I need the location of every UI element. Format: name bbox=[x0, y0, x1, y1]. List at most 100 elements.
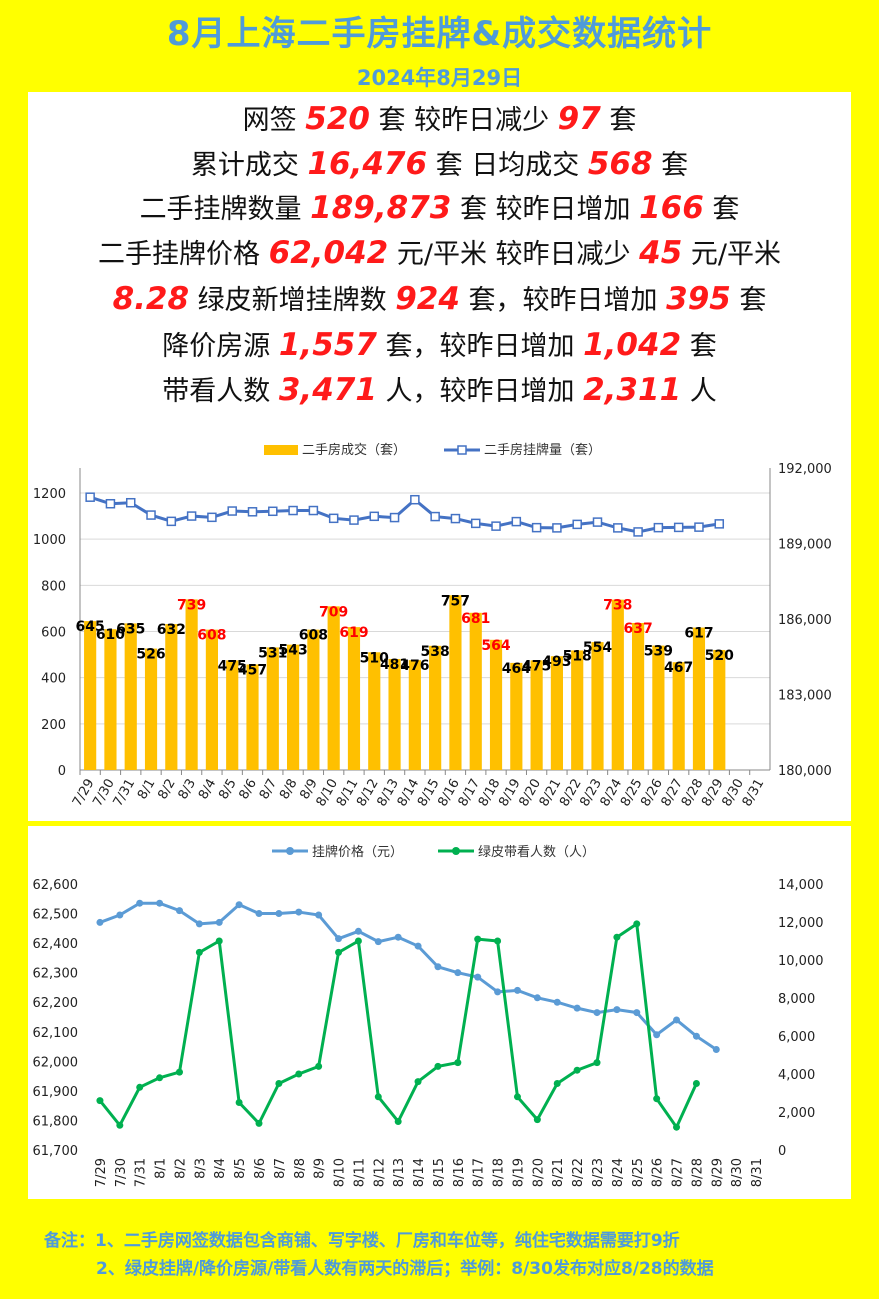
bar bbox=[530, 660, 543, 770]
bar bbox=[104, 629, 117, 770]
stat-text: 套 较昨日减少 bbox=[369, 105, 558, 136]
listing-volume-point bbox=[552, 523, 562, 533]
bar bbox=[571, 650, 584, 770]
listing-volume-point bbox=[247, 507, 258, 517]
bar bbox=[632, 622, 645, 770]
stat-value: 568 bbox=[587, 146, 653, 182]
bar bbox=[84, 621, 97, 770]
y-left-tick-label: 62,100 bbox=[33, 1026, 79, 1041]
bar bbox=[713, 649, 726, 770]
stat-line-5: 8.28 绿皮新增挂牌数 924 套，较昨日增加 395 套 bbox=[28, 278, 851, 317]
visitor-point bbox=[593, 1059, 601, 1067]
y-left-tick-label: 62,300 bbox=[33, 967, 79, 982]
listing-volume-point bbox=[714, 519, 725, 529]
visitor-point bbox=[692, 1080, 700, 1087]
x-tick-label: 8/8 bbox=[293, 1158, 308, 1179]
x-tick-label: 8/17 bbox=[472, 1158, 487, 1187]
price-point bbox=[195, 920, 203, 928]
listing-volume-point bbox=[673, 522, 684, 533]
price-point bbox=[414, 942, 422, 950]
stat-text: 套 bbox=[681, 331, 717, 362]
bar-value-label: 531 bbox=[258, 645, 287, 661]
stat-line-6: 降价房源 1,557 套，较昨日增加 1,042 套 bbox=[28, 324, 851, 363]
legend-bar-swatch bbox=[264, 445, 298, 455]
stat-text: 套 日均成交 bbox=[427, 150, 588, 181]
x-tick-label: 8/31 bbox=[750, 1158, 765, 1187]
listing-volume-point bbox=[613, 523, 623, 533]
stat-text: 套，较昨日增加 bbox=[376, 331, 584, 362]
price-point bbox=[593, 1009, 601, 1017]
stat-value: 520 bbox=[305, 101, 370, 137]
stat-text: 套 较昨日增加 bbox=[451, 194, 640, 225]
bar bbox=[652, 645, 665, 770]
stat-text: 网签 bbox=[242, 105, 306, 136]
listing-volume-point bbox=[694, 522, 704, 532]
price-point bbox=[235, 901, 243, 909]
price-point bbox=[255, 910, 263, 918]
y-right-tick-label: 192,000 bbox=[778, 462, 832, 477]
bar-value-label: 635 bbox=[116, 621, 145, 637]
stat-value: 8.28 bbox=[112, 281, 190, 317]
y-right-tick-label: 0 bbox=[778, 1144, 786, 1159]
y-right-tick-label: 10,000 bbox=[778, 954, 824, 969]
x-tick-label: 7/29 bbox=[94, 1158, 109, 1187]
price-visitor-chart: 61,700 61,800 61,900 62,000 62,100 62,200 62,3… bbox=[33, 844, 824, 1187]
visitor-point bbox=[335, 948, 343, 956]
listing-volume-line bbox=[89, 495, 720, 534]
stat-value: 45 bbox=[639, 235, 683, 271]
visitor-point bbox=[673, 1123, 681, 1131]
x-tick-label: 8/16 bbox=[452, 1158, 467, 1187]
visitor-point bbox=[414, 1078, 422, 1086]
bar-value-label: 520 bbox=[705, 648, 734, 664]
stat-value: 97 bbox=[557, 101, 601, 137]
stat-line-2: 累计成交 16,476 套 日均成交 568 套 bbox=[28, 143, 851, 182]
visitor-point bbox=[394, 1118, 402, 1125]
price-point bbox=[295, 908, 303, 916]
x-tick-label: 8/25 bbox=[631, 1158, 646, 1187]
x-tick-label: 8/31 bbox=[740, 777, 768, 810]
x-tick-label: 8/18 bbox=[492, 1158, 507, 1187]
bar-value-label: 632 bbox=[157, 622, 186, 638]
stat-value: 2,311 bbox=[583, 372, 682, 408]
stat-value: 1,042 bbox=[583, 327, 682, 363]
bar-value-label: 681 bbox=[461, 611, 490, 627]
bar bbox=[327, 606, 340, 770]
bar-value-label: 645 bbox=[76, 619, 105, 635]
stat-text: 累计成交 bbox=[190, 150, 308, 181]
stat-text: 人，较昨日增加 bbox=[376, 376, 584, 407]
visitor-point bbox=[175, 1068, 183, 1076]
price-point bbox=[275, 910, 283, 918]
stat-value: 3,471 bbox=[278, 372, 377, 408]
y-left-tick-label: 62,200 bbox=[33, 996, 79, 1011]
price-point bbox=[116, 911, 124, 919]
price-point bbox=[434, 963, 442, 971]
stat-line-1: 网签 520 套 较昨日减少 97 套 bbox=[28, 98, 851, 137]
stat-text: 套 bbox=[600, 105, 637, 136]
bar bbox=[144, 648, 158, 770]
x-tick-label: 8/10 bbox=[333, 1158, 348, 1187]
y-left-tick-label: 200 bbox=[41, 718, 66, 733]
x-tick-label: 7/31 bbox=[134, 1158, 149, 1187]
y-right-tick-label: 186,000 bbox=[778, 613, 832, 628]
visitor-point bbox=[573, 1066, 581, 1074]
visitor-point bbox=[195, 948, 203, 956]
y-left-tick-label: 61,700 bbox=[33, 1144, 79, 1159]
listing-volume-point bbox=[268, 506, 278, 517]
bar-value-label: 608 bbox=[197, 628, 226, 644]
bar-value-label: 475 bbox=[218, 658, 247, 674]
x-tick-label: 8/8 bbox=[277, 777, 300, 803]
y-left-tick-label: 1000 bbox=[33, 533, 66, 548]
listing-volume-point bbox=[450, 513, 461, 524]
x-tick-label: 8/13 bbox=[392, 1158, 407, 1187]
price-point bbox=[374, 938, 382, 946]
price-visitor-chart-panel: 61,700 61,800 61,900 62,000 62,100 62,200 62,3… bbox=[28, 826, 851, 1199]
listing-volume-point bbox=[410, 494, 420, 505]
bar bbox=[124, 623, 137, 770]
x-tick-label: 8/27 bbox=[671, 1158, 686, 1187]
listing-volume-point bbox=[592, 517, 603, 527]
note-2: 2、绿皮挂牌/降价房源/带看人数有两天的滞后；举例：8/30发布对应8/28的数… bbox=[96, 1259, 714, 1279]
bar bbox=[550, 656, 563, 770]
listing-volume-point bbox=[186, 511, 197, 521]
legend-bar-label: 二手房成交（套） bbox=[302, 442, 406, 458]
price-point bbox=[156, 899, 164, 907]
